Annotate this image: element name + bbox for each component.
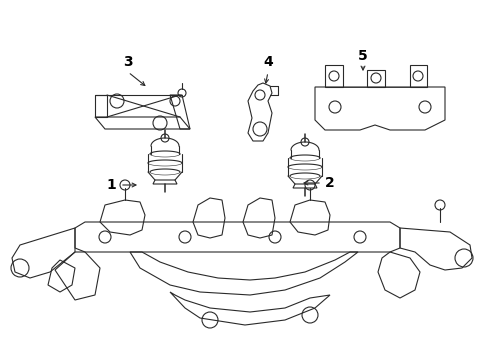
Text: 4: 4 [263,55,272,69]
Text: 2: 2 [325,176,334,190]
Text: 1: 1 [106,178,116,192]
Text: 5: 5 [357,49,367,63]
Text: 3: 3 [123,55,133,69]
